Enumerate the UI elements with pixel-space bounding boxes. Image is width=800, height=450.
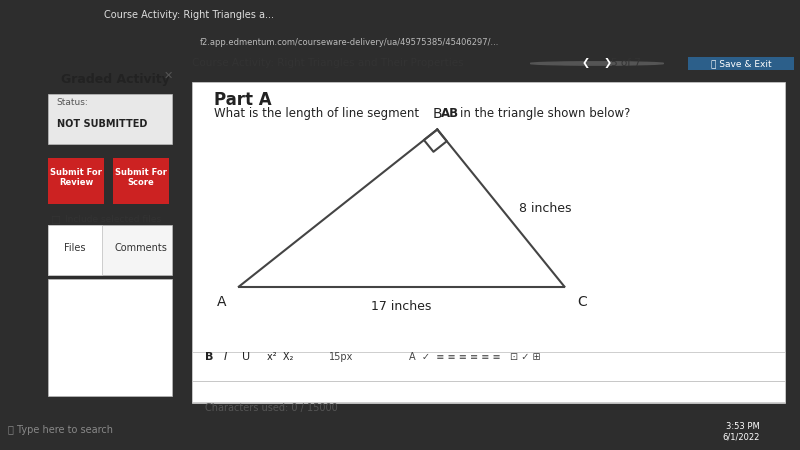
Text: 💾 Save & Exit: 💾 Save & Exit — [710, 59, 771, 68]
Text: A: A — [217, 295, 226, 309]
Text: B: B — [205, 352, 213, 362]
Text: x²  X₂: x² X₂ — [267, 352, 293, 362]
Circle shape — [530, 62, 642, 65]
Text: A  ✓  ≡ ≡ ≡ ≡ ≡ ≡   ⊡ ✓ ⊞: A ✓ ≡ ≡ ≡ ≡ ≡ ≡ ⊡ ✓ ⊞ — [410, 352, 541, 362]
Text: Submit For
Score: Submit For Score — [115, 168, 166, 187]
Text: I: I — [223, 352, 226, 362]
Text: C: C — [577, 295, 586, 309]
Text: What is the length of line segment: What is the length of line segment — [214, 108, 423, 121]
FancyBboxPatch shape — [48, 279, 171, 396]
Text: Graded Activity: Graded Activity — [61, 72, 170, 86]
Text: 8 inches: 8 inches — [519, 202, 572, 215]
Text: ❯: ❯ — [604, 58, 612, 68]
FancyBboxPatch shape — [48, 225, 171, 275]
Text: Part A: Part A — [214, 90, 272, 108]
FancyBboxPatch shape — [113, 158, 169, 204]
Text: 15px: 15px — [329, 352, 353, 362]
Text: Characters used: 0 / 15000: Characters used: 0 / 15000 — [205, 402, 338, 413]
FancyBboxPatch shape — [193, 381, 785, 401]
FancyBboxPatch shape — [193, 82, 785, 403]
Text: 3:53 PM
6/1/2022: 3:53 PM 6/1/2022 — [722, 422, 760, 441]
Text: Submit For
Review: Submit For Review — [50, 168, 102, 187]
Circle shape — [552, 62, 663, 65]
Text: U: U — [242, 352, 250, 362]
Text: 17 inches: 17 inches — [371, 300, 432, 313]
FancyBboxPatch shape — [48, 158, 104, 204]
Text: B: B — [433, 107, 442, 121]
Text: ❮: ❮ — [582, 58, 590, 68]
FancyBboxPatch shape — [48, 225, 102, 275]
Text: AB: AB — [441, 108, 459, 121]
Text: Status:: Status: — [57, 98, 89, 107]
Text: Comments: Comments — [114, 243, 167, 253]
Text: ✕: ✕ — [163, 71, 173, 81]
Text: 🔍 Type here to search: 🔍 Type here to search — [8, 425, 113, 435]
FancyBboxPatch shape — [688, 57, 794, 70]
Text: Course Activity: Right Triangles and Their Properties: Course Activity: Right Triangles and The… — [193, 58, 464, 68]
Text: Course Activity: Right Triangles a...: Course Activity: Right Triangles a... — [104, 10, 274, 20]
Text: Files: Files — [64, 243, 86, 253]
Text: ☐: ☐ — [50, 216, 60, 226]
Text: Include selected files: Include selected files — [65, 216, 162, 225]
Text: f2.app.edmentum.com/courseware-delivery/ua/49575385/45406297/...: f2.app.edmentum.com/courseware-delivery/… — [200, 38, 499, 47]
Text: NOT SUBMITTED: NOT SUBMITTED — [57, 119, 147, 129]
Text: 5 of 7: 5 of 7 — [611, 58, 642, 68]
Text: in the triangle shown below?: in the triangle shown below? — [460, 108, 630, 121]
FancyBboxPatch shape — [193, 352, 785, 381]
FancyBboxPatch shape — [48, 94, 171, 144]
